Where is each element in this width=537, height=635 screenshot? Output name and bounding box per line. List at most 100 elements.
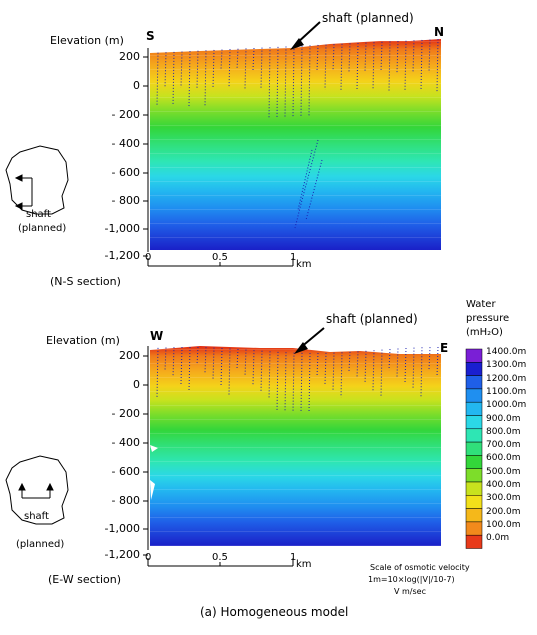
velocity-vector <box>420 39 423 91</box>
velocity-vector <box>244 48 247 89</box>
velocity-vector <box>236 348 239 370</box>
legend-swatch <box>465 415 483 430</box>
velocity-vector <box>332 352 335 391</box>
velocity-vector <box>156 347 159 397</box>
top-shaft-plume <box>294 139 323 229</box>
velocity-vector <box>428 347 431 371</box>
legend-level-label: 900.0m <box>486 413 521 424</box>
bottom-left-direction: W <box>150 329 164 343</box>
velocity-vector <box>356 351 359 378</box>
velocity-vector <box>348 351 351 371</box>
legend-swatch <box>465 428 483 443</box>
bottom-section-plot <box>5 327 441 567</box>
velocity-vector <box>316 352 319 378</box>
top-y-tick-label: - 800 <box>111 194 140 207</box>
top-y-tickmarks <box>143 56 148 257</box>
velocity-vector <box>204 50 207 107</box>
legend-level-label: 600.0m <box>486 453 521 464</box>
top-x-tick-label: 1 <box>290 252 297 263</box>
top-x-unit: km <box>296 259 312 270</box>
top-section-label: (N-S section) <box>50 275 121 288</box>
legend-title-line2: pressure <box>466 313 510 324</box>
legend-level-label: 800.0m <box>486 426 521 437</box>
legend-title-line1: Water <box>466 299 496 310</box>
velocity-vector <box>372 42 375 91</box>
velocity-vector <box>356 43 359 91</box>
velocity-vector <box>308 352 311 413</box>
legend-level-label: 300.0m <box>486 493 521 504</box>
bottom-y-tick-label: - 600 <box>111 465 140 478</box>
bottom-section-bands <box>150 346 441 546</box>
bottom-y-tick-label: 0 <box>133 378 140 391</box>
top-x-tick-label: 0.5 <box>212 252 228 263</box>
velocity-note-line2: 1m=10×log(|V|/10-7) <box>368 575 455 584</box>
legend-level-label: 0.0m <box>486 533 510 544</box>
bottom-x-tick-label: 0.5 <box>212 552 228 563</box>
top-y-axis-label: Elevation (m) <box>50 34 124 47</box>
legend-level-label: 200.0m <box>486 506 521 517</box>
velocity-vector <box>388 41 391 91</box>
legend-colorbar <box>465 348 483 549</box>
legend-level-label: 1100.0m <box>486 386 527 397</box>
velocity-vector <box>412 347 415 390</box>
top-right-direction: N <box>434 25 445 39</box>
legend-swatch <box>465 468 483 483</box>
top-velocity-vectors <box>156 39 439 118</box>
legend-level-label: 700.0m <box>486 440 521 451</box>
velocity-vector <box>428 39 431 73</box>
bottom-spot-marks <box>150 445 158 500</box>
velocity-note-line3: V m/sec <box>394 587 426 596</box>
velocity-vector <box>164 347 167 371</box>
velocity-note-line1: Scale of osmotic velocity <box>370 563 470 572</box>
figure-caption: (a) Homogeneous model <box>200 605 349 619</box>
legend-level-label: 1400.0m <box>486 347 527 357</box>
top-shaft-arrow <box>290 21 321 50</box>
top-section-bands <box>150 39 441 250</box>
velocity-vector <box>364 42 367 72</box>
top-section-plot <box>5 21 441 267</box>
bottom-shaft-label: shaft (planned) <box>326 312 418 326</box>
bottom-x-unit: km <box>296 559 312 570</box>
bottom-y-tick-label: - 400 <box>111 436 140 449</box>
legend-level-label: 400.0m <box>486 480 521 490</box>
legend-swatch <box>465 508 483 523</box>
velocity-vector <box>260 47 263 89</box>
top-y-tick-label: -1,000 <box>104 222 140 235</box>
legend-swatch <box>465 495 483 509</box>
velocity-vector <box>172 51 175 106</box>
top-shaft-label: shaft (planned) <box>322 11 414 25</box>
velocity-vector <box>228 49 231 89</box>
bottom-x-tick-label: 0 <box>145 552 152 563</box>
velocity-vector <box>276 351 279 412</box>
velocity-vector <box>196 50 199 88</box>
bottom-y-tick-label: 200 <box>119 349 140 362</box>
velocity-vector <box>372 350 375 391</box>
velocity-vector <box>284 352 287 413</box>
bottom-x-tick-label: 1 <box>290 552 297 563</box>
velocity-vector <box>364 350 367 384</box>
legend-level-label: 1000.0m <box>486 400 527 411</box>
bottom-section-label: (E-W section) <box>48 573 122 586</box>
legend-swatch <box>465 534 483 549</box>
bottom-y-tickmarks <box>143 355 148 556</box>
velocity-vector <box>380 41 383 72</box>
velocity-vector <box>260 350 263 392</box>
velocity-vector <box>196 347 199 366</box>
legend-swatch <box>465 362 483 376</box>
velocity-vector <box>316 44 319 71</box>
legend-level-label: 1200.0m <box>486 373 527 384</box>
legend-level-label: 1300.0m <box>486 360 527 371</box>
top-x-tick-label: 0 <box>145 252 152 263</box>
legend-swatch <box>465 348 483 363</box>
velocity-vector <box>388 349 391 371</box>
top-y-tick-label: 200 <box>119 50 140 63</box>
top-y-tick-label: - 400 <box>111 137 140 150</box>
bottom-inset-planned-label: (planned) <box>16 539 65 550</box>
bottom-scale-bar <box>147 558 294 567</box>
velocity-vector <box>396 41 399 73</box>
legend-swatch <box>465 521 483 536</box>
velocity-vector <box>236 48 239 70</box>
velocity-vector <box>172 347 175 378</box>
velocity-vector <box>204 347 207 373</box>
